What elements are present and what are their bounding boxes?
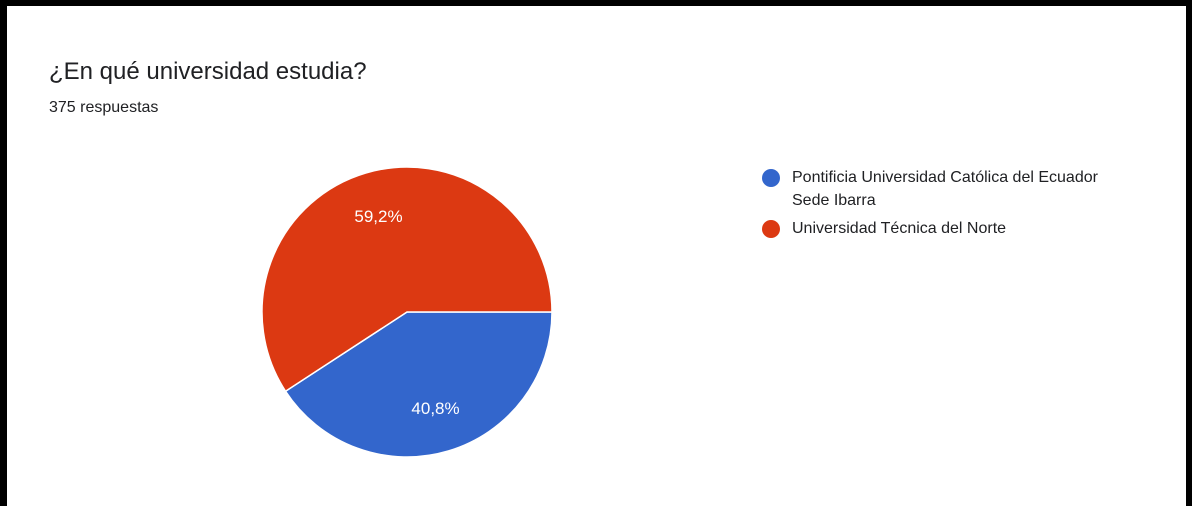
legend-swatch-pucesi (762, 169, 780, 187)
pie-chart: 40,8% 59,2% (261, 166, 553, 458)
legend-label-utn: Universidad Técnica del Norte (792, 220, 1007, 237)
legend-label-pucesi: Pontificia Universidad Católica del Ecua… (792, 169, 1098, 209)
response-count: 375 respuestas (49, 99, 159, 116)
legend-item-pucesi[interactable]: Pontificia Universidad Católica del Ecua… (762, 166, 1122, 212)
legend-swatch-utn (762, 220, 780, 238)
chart-legend: Pontificia Universidad Católica del Ecua… (762, 166, 1122, 245)
slice-label-pucesi: 40,8% (411, 399, 459, 418)
legend-item-utn[interactable]: Universidad Técnica del Norte (762, 217, 1122, 240)
chart-title: ¿En qué universidad estudia? (49, 58, 367, 85)
slice-label-utn: 59,2% (354, 207, 402, 226)
pie-slice-utn[interactable] (261, 166, 553, 393)
